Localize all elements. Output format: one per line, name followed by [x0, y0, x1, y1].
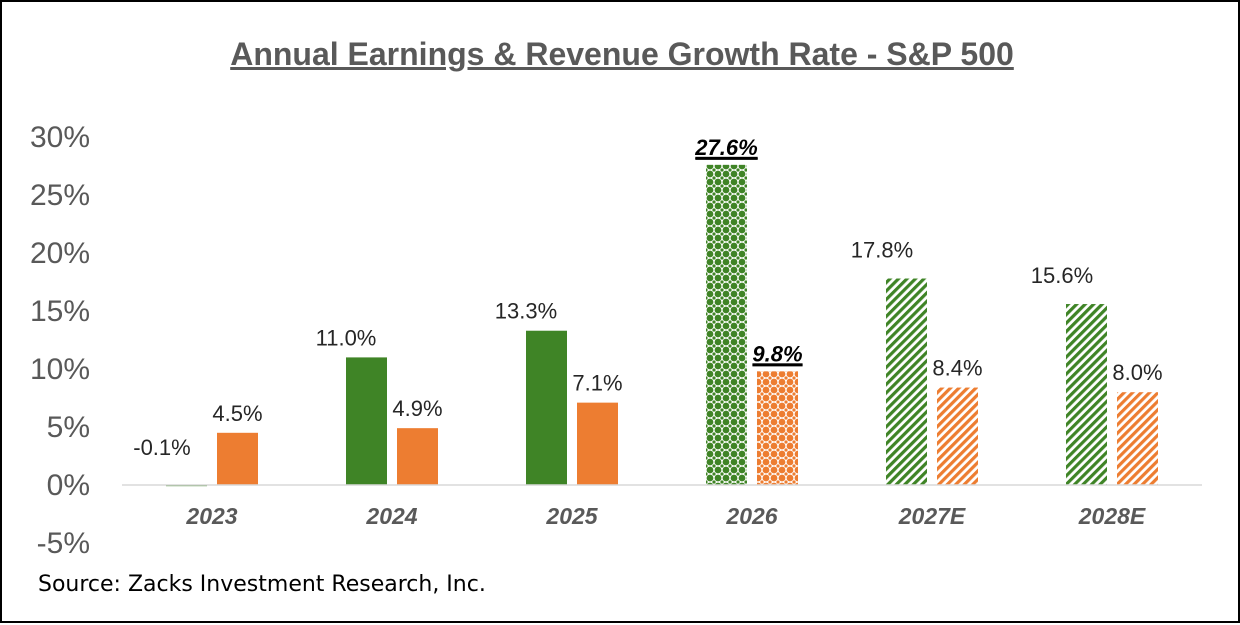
- y-tick-label: 15%: [30, 295, 90, 328]
- data-label: -0.1%: [133, 435, 190, 460]
- source-note: Source: Zacks Investment Research, Inc.: [38, 572, 486, 597]
- y-tick-label: 25%: [30, 179, 90, 212]
- chart-title: Annual Earnings & Revenue Growth Rate - …: [230, 36, 1014, 72]
- data-label: 13.3%: [495, 299, 557, 324]
- y-tick-label: 30%: [30, 121, 90, 154]
- y-tick-label: 10%: [30, 353, 90, 386]
- data-label: 7.1%: [572, 371, 622, 396]
- data-label: 15.6%: [1031, 263, 1093, 288]
- bar-earnings-2025: [526, 330, 567, 485]
- x-tick-label: 2025: [545, 503, 598, 529]
- data-label: 17.8%: [851, 238, 913, 263]
- y-tick-label: 0%: [47, 469, 90, 502]
- y-axis-ticks: -5% 0% 5% 10% 15% 20% 25% 30%: [30, 121, 90, 560]
- data-label: 4.9%: [392, 396, 442, 421]
- y-tick-label: 20%: [30, 237, 90, 270]
- y-tick-label: -5%: [37, 527, 90, 560]
- data-label: 9.8%: [752, 341, 802, 366]
- y-tick-label: 5%: [47, 411, 90, 444]
- data-label: 8.0%: [1112, 360, 1162, 385]
- bar-revenue-2024: [397, 428, 438, 485]
- bar-earnings-2028E: [1066, 304, 1107, 485]
- bar-revenue-2028E: [1117, 392, 1158, 485]
- x-tick-label: 2026: [725, 503, 777, 529]
- x-tick-label: 2023: [185, 503, 237, 529]
- bar-revenue-2025: [577, 402, 618, 485]
- bar-revenue-2023: [217, 432, 258, 485]
- bar-revenue-2026: [757, 371, 798, 485]
- data-label: 8.4%: [932, 356, 982, 381]
- bar-earnings-2027E: [886, 278, 927, 485]
- bars: [166, 164, 1158, 487]
- data-label: 4.5%: [212, 401, 262, 426]
- data-labels: -0.1% 4.5% 11.0% 4.9% 13.3% 7.1% 27.6% 9.8% 17.8…: [133, 135, 1162, 460]
- data-label: 27.6%: [694, 135, 757, 160]
- x-axis-ticks: 2023 2024 2025 2026 2027E 2028E: [185, 503, 1145, 529]
- x-tick-label: 2024: [365, 503, 417, 529]
- bar-earnings-2024: [346, 357, 387, 485]
- x-tick-label: 2028E: [1078, 503, 1146, 529]
- bar-revenue-2027E: [937, 387, 978, 485]
- data-label: 11.0%: [316, 325, 377, 350]
- x-tick-label: 2027E: [898, 503, 966, 529]
- bar-earnings-2026: [706, 164, 747, 485]
